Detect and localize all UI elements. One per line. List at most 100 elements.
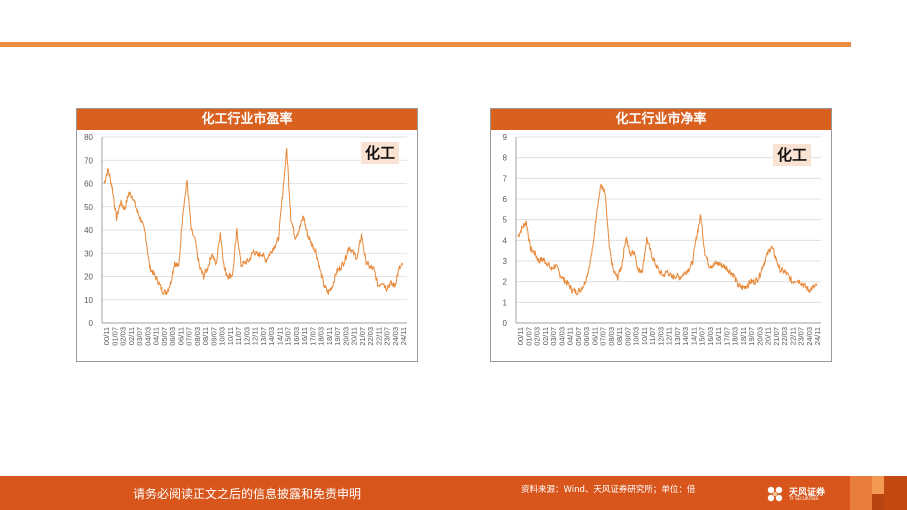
x-tick-label: 24/03: [805, 327, 814, 346]
data-point: [299, 229, 300, 230]
pe-chart-title: 化工行业市盈率: [77, 109, 417, 130]
x-tick-label: 19/07: [333, 327, 342, 346]
data-point: [675, 275, 676, 276]
y-tick-label: 4: [503, 236, 508, 245]
data-point: [278, 239, 279, 240]
data-point: [679, 277, 680, 278]
footer-bar: 请务必阅读正文之后的信息披露和免责申明 资料来源：Wind、天风证券研究所；单位…: [0, 476, 907, 510]
data-point: [517, 236, 518, 237]
data-point: [547, 263, 548, 264]
data-point: [688, 269, 689, 270]
data-point: [650, 252, 651, 253]
data-point: [145, 234, 146, 235]
x-tick-label: 21/07: [358, 327, 367, 346]
data-point: [738, 285, 739, 286]
data-point: [571, 289, 572, 290]
data-point: [625, 236, 626, 237]
data-point: [307, 234, 308, 235]
x-tick-label: 03/07: [549, 327, 558, 346]
data-point: [199, 267, 200, 268]
data-point: [576, 291, 577, 292]
x-tick-label: 00/11: [516, 327, 525, 345]
data-point: [357, 257, 358, 258]
data-point: [746, 285, 747, 286]
data-point: [729, 271, 730, 272]
data-point: [390, 283, 391, 284]
x-tick-label: 12/11: [251, 327, 260, 345]
y-tick-label: 10: [84, 296, 93, 305]
x-tick-label: 11/07: [234, 327, 243, 345]
x-tick-label: 14/03: [267, 327, 276, 346]
x-tick-label: 18/11: [739, 327, 748, 345]
data-point: [522, 227, 523, 228]
x-tick-label: 15/07: [284, 327, 293, 346]
data-point: [373, 269, 374, 270]
x-tick-label: 10/03: [218, 327, 227, 346]
x-tick-label: 08/03: [607, 327, 616, 346]
data-point: [742, 287, 743, 288]
data-point: [526, 221, 527, 222]
data-point: [601, 184, 602, 185]
data-point: [340, 267, 341, 268]
data-point: [378, 285, 379, 286]
data-point: [365, 260, 366, 261]
x-tick-label: 14/11: [689, 327, 698, 345]
footer-disclaimer: 请务必阅读正文之后的信息披露和免责申明: [133, 487, 362, 501]
x-tick-label: 04/03: [557, 327, 566, 346]
x-tick-label: 17/07: [308, 327, 317, 346]
data-point: [563, 279, 564, 280]
data-point: [725, 267, 726, 268]
data-point: [290, 218, 291, 219]
data-point: [133, 197, 134, 198]
x-tick-label: 05/07: [160, 327, 169, 346]
data-point: [319, 269, 320, 270]
data-point: [128, 192, 129, 193]
data-point: [261, 253, 262, 254]
data-point: [758, 277, 759, 278]
pb-chart: 0 1 2 3 4 5 6 7 8 9 00/11 01/07 02/03 02/11 03/07 04/03…: [503, 133, 822, 346]
x-tick-label: 20/11: [764, 327, 773, 345]
x-tick-label: 18/11: [325, 327, 334, 345]
y-tick-label: 0: [503, 319, 508, 328]
x-tick-label: 09/07: [209, 327, 218, 346]
data-point: [754, 281, 755, 282]
x-tick-label: 04/11: [152, 327, 161, 345]
x-tick-label: 02/11: [541, 327, 550, 345]
x-tick-label: 07/07: [185, 327, 194, 346]
data-point: [530, 248, 531, 249]
data-point: [567, 283, 568, 284]
y-tick-label: 40: [84, 226, 93, 235]
data-point: [157, 281, 158, 282]
data-point: [120, 202, 121, 203]
y-tick-label: 7: [503, 174, 508, 183]
company-logo: 天风证券 TF SECURITIES: [765, 484, 835, 504]
x-tick-label: 11/07: [648, 327, 657, 345]
data-point: [249, 260, 250, 261]
data-point: [178, 267, 179, 268]
data-point: [386, 288, 387, 289]
data-point: [170, 283, 171, 284]
data-point: [630, 254, 631, 255]
x-tick-label: 21/07: [772, 327, 781, 346]
data-point: [332, 285, 333, 286]
data-point: [394, 285, 395, 286]
x-tick-label: 22/11: [374, 327, 383, 345]
data-point: [713, 265, 714, 266]
data-point: [580, 289, 581, 290]
x-tick-label: 24/11: [399, 327, 408, 345]
x-tick-label: 18/03: [317, 327, 326, 346]
data-point: [124, 209, 125, 210]
data-point: [294, 236, 295, 237]
x-tick-label: 24/03: [391, 327, 400, 346]
x-tick-label: 04/11: [566, 327, 575, 345]
x-tick-label: 24/11: [813, 327, 822, 345]
data-point: [191, 229, 192, 230]
data-point: [642, 269, 643, 270]
x-tick-label: 16/03: [292, 327, 301, 346]
data-point: [771, 246, 772, 247]
data-point: [232, 274, 233, 275]
data-point: [108, 169, 109, 170]
x-tick-label: 07/07: [599, 327, 608, 346]
data-point: [663, 275, 664, 276]
data-point: [762, 265, 763, 266]
